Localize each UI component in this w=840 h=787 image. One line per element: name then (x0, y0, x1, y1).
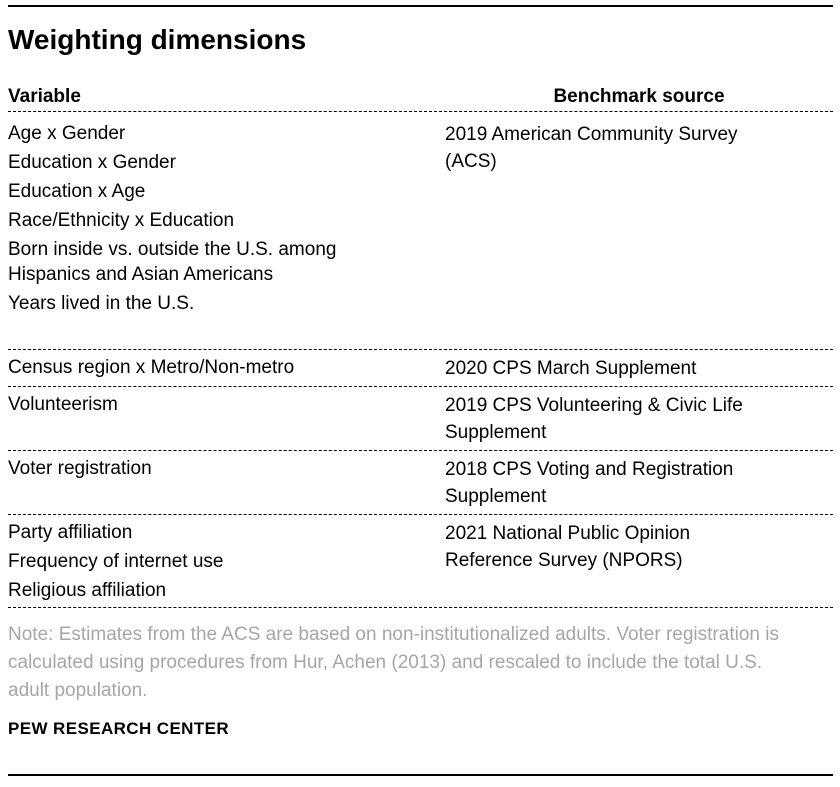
variable-item: Education x Age (8, 179, 445, 204)
variable-line: Frequency of internet use (8, 551, 224, 572)
variable-line: Religious affiliation (8, 580, 167, 601)
table-row: Volunteerism 2019 CPS Volunteering & Civi… (8, 387, 833, 451)
variable-cell: Party affiliation Frequency of internet u… (8, 520, 445, 603)
variable-item: Born inside vs. outside the U.S. among Hi… (8, 237, 445, 287)
figure-sheet: Weighting dimensions Variable Benchmark … (0, 5, 840, 739)
variable-line: Education x Gender (8, 152, 176, 173)
variable-cell: Volunteerism (8, 392, 445, 446)
benchmark-line: 2019 American Community Survey (445, 124, 738, 145)
variable-item: Party affiliation (8, 520, 445, 545)
variable-item: Education x Gender (8, 150, 445, 175)
figure-title: Weighting dimensions (8, 24, 307, 55)
source-label: PEW RESEARCH CENTER (8, 719, 230, 738)
note-line: adult population. (8, 680, 148, 701)
benchmark-line: 2019 CPS Volunteering & Civic Life (445, 395, 743, 416)
note-text: Note: Estimates from the ACS are based o… (8, 621, 833, 705)
benchmark-line: Supplement (445, 486, 547, 507)
column-header-benchmark: Benchmark source (553, 86, 725, 107)
benchmark-line: Supplement (445, 422, 547, 443)
variable-item: Race/Ethnicity x Education (8, 208, 445, 233)
variable-item: Religious affiliation (8, 578, 445, 603)
benchmark-line: 2020 CPS March Supplement (445, 358, 697, 379)
benchmark-line: 2021 National Public Opinion (445, 523, 691, 544)
benchmark-cell: 2021 National Public Opinion Reference Su… (445, 520, 833, 603)
variable-item: Census region x Metro/Non-metro (8, 355, 445, 380)
table-header-row: Variable Benchmark source (8, 86, 833, 112)
table-row: Age x Gender Education x Gender Education … (8, 112, 833, 350)
variable-line: Census region x Metro/Non-metro (8, 357, 295, 378)
table-row: Party affiliation Frequency of internet u… (8, 515, 833, 608)
variable-line: Age x Gender (8, 123, 126, 144)
variable-item: Frequency of internet use (8, 549, 445, 574)
benchmark-cell: 2019 American Community Survey (ACS) (445, 121, 833, 316)
variable-cell: Age x Gender Education x Gender Education … (8, 121, 445, 316)
note-line: calculated using procedures from Hur, Ac… (8, 652, 763, 673)
variable-line: Volunteerism (8, 394, 118, 415)
benchmark-line: (ACS) (445, 151, 497, 172)
note-line: Note: Estimates from the ACS are based o… (8, 624, 779, 645)
variable-cell: Voter registration (8, 456, 445, 510)
variable-line: Hispanics and Asian Americans (8, 264, 274, 285)
benchmark-cell: 2018 CPS Voting and Registration Suppleme… (445, 456, 833, 510)
benchmark-cell: 2020 CPS March Supplement (445, 355, 833, 382)
variable-line: Voter registration (8, 458, 152, 479)
variable-line: Education x Age (8, 181, 146, 202)
benchmark-line: Reference Survey (NPORS) (445, 550, 683, 571)
column-header-variable: Variable (8, 86, 81, 107)
benchmark-cell: 2019 CPS Volunteering & Civic Life Supple… (445, 392, 833, 446)
variable-cell: Census region x Metro/Non-metro (8, 355, 445, 382)
variable-item: Age x Gender (8, 121, 445, 146)
table-row: Voter registration 2018 CPS Voting and Re… (8, 451, 833, 515)
variable-item: Volunteerism (8, 392, 445, 417)
table-row: Census region x Metro/Non-metro 2020 CPS … (8, 350, 833, 387)
top-rule (8, 5, 833, 7)
bottom-rule (8, 774, 833, 776)
table-rows: Age x Gender Education x Gender Education … (8, 112, 833, 608)
variable-item: Years lived in the U.S. (8, 291, 445, 316)
variable-line: Born inside vs. outside the U.S. among (8, 239, 337, 260)
variable-item: Voter registration (8, 456, 445, 481)
benchmark-line: 2018 CPS Voting and Registration (445, 459, 734, 480)
variable-line: Race/Ethnicity x Education (8, 210, 235, 231)
variable-line: Years lived in the U.S. (8, 293, 195, 314)
variable-line: Party affiliation (8, 522, 133, 543)
